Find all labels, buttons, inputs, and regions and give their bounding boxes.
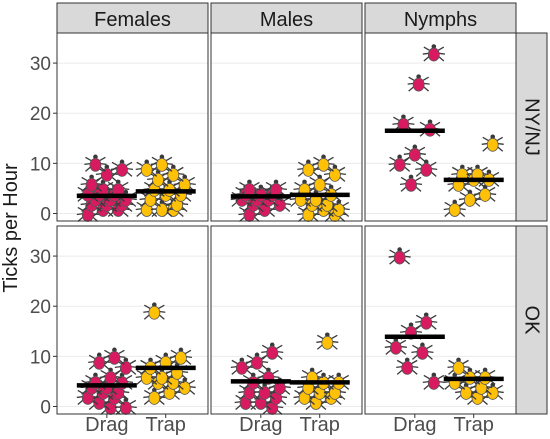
y-axis-title: Ticks per Hour [0, 163, 22, 293]
tick-point [312, 154, 335, 172]
tick-point [407, 74, 430, 92]
tick-point [308, 174, 331, 192]
tick-point [411, 342, 434, 360]
y-tick-label: 0 [40, 397, 51, 418]
x-tick-label: Drag [85, 414, 128, 436]
facet-strip-label: OK [521, 306, 543, 336]
panel-border [56, 32, 209, 222]
y-tick-label: 10 [30, 154, 51, 175]
tick-point [114, 357, 137, 375]
tick-point [447, 357, 470, 375]
tick-point [415, 312, 438, 330]
tick-point [143, 387, 166, 405]
tick-point [396, 357, 419, 375]
tick-point [422, 44, 445, 62]
tick-point [399, 174, 423, 192]
tick-point [150, 154, 174, 172]
tick-point [481, 134, 504, 152]
x-tick-label: Drag [393, 414, 436, 436]
tick-point [297, 159, 320, 177]
facet-strip-label: Nymphs [404, 9, 477, 31]
tick-point [458, 189, 482, 207]
tick-point [84, 154, 107, 172]
y-tick-label: 10 [30, 347, 51, 368]
facet-strip-label: Males [260, 9, 313, 31]
panel-background [365, 33, 516, 221]
tick-point [422, 372, 445, 390]
tick-point [415, 159, 438, 177]
tick-point [403, 144, 426, 162]
x-tick-label: Trap [146, 414, 186, 436]
panel-border [364, 225, 517, 415]
facet-strip-ny-nj [515, 32, 548, 222]
tick-point [162, 164, 185, 182]
tick-point [297, 204, 320, 222]
panel-border [364, 32, 517, 222]
y-tick-label: 0 [40, 204, 51, 225]
x-tick-label: Drag [239, 414, 282, 436]
tick-point [238, 179, 261, 197]
y-tick-label: 30 [30, 247, 51, 268]
facet-strip-nymphs [364, 2, 517, 34]
y-tick-label: 30 [30, 54, 51, 75]
tick-point [143, 302, 166, 320]
tick-point [253, 382, 276, 400]
facet-strip-label: Females [94, 9, 171, 31]
tick-point [481, 382, 504, 400]
tick-point [173, 377, 196, 395]
facet-strip-females [56, 2, 209, 34]
facet-strip-label: NY/NJ [521, 98, 543, 156]
y-tick-label: 20 [30, 104, 51, 125]
tick-point [95, 164, 118, 182]
x-tick-label: Trap [454, 414, 494, 436]
tick-point [327, 199, 350, 217]
panel-border [56, 225, 209, 415]
facet-strip-males [210, 2, 363, 34]
tick-point [388, 154, 411, 172]
tick-point [261, 342, 284, 360]
tick-point [323, 164, 347, 182]
panel-females-ny-nj [56, 32, 209, 222]
tick-point [388, 247, 411, 265]
panel-nymphs-ok [364, 225, 517, 415]
panel-nymphs-ny-nj [364, 32, 517, 222]
x-tick-label: Trap [300, 414, 340, 436]
tick-point [173, 174, 196, 192]
tick-point [316, 332, 339, 350]
tick-point [443, 199, 466, 217]
facet-strip-ok [515, 225, 548, 415]
tick-point [150, 367, 174, 385]
tick-point [169, 347, 193, 365]
tick-point [80, 174, 103, 192]
tick-point [103, 347, 126, 365]
panel-females-ok [56, 225, 209, 415]
y-tick-label: 20 [30, 297, 51, 318]
panel-border [210, 225, 363, 415]
panel-males-ok [210, 225, 363, 415]
tick-point [110, 159, 134, 177]
tick-point [114, 397, 137, 415]
tick-point [135, 159, 158, 177]
panel-border [210, 32, 363, 222]
tick-point [88, 352, 111, 370]
panel-males-ny-nj [210, 32, 363, 222]
